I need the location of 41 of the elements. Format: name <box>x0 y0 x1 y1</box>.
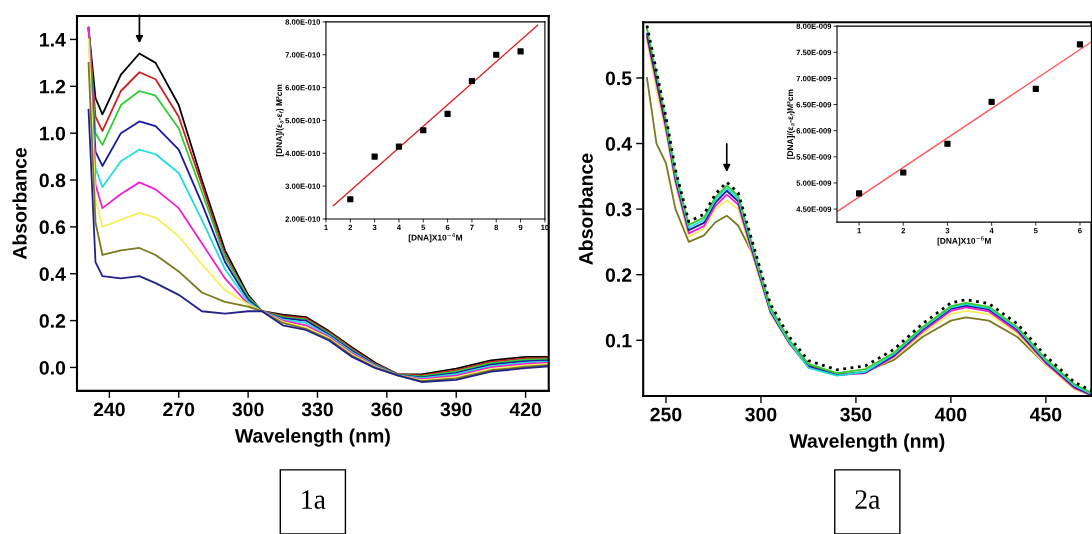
x-tick-label: 270 <box>163 402 195 417</box>
y-tick-label: 0.4 <box>605 137 632 151</box>
y-tick-label: 0.4 <box>39 267 66 281</box>
x-axis-title: Wavelength (nm) <box>234 428 390 447</box>
y-tick-label: 1.0 <box>40 126 66 141</box>
y-axis-title: [DNA]/(ε$_{a}$-ε$_{f}$) M²cm <box>275 84 284 157</box>
point <box>900 169 907 176</box>
x-axis-title: Wavelength (nm) <box>789 433 945 452</box>
y-axis-title: [DNA]/(ε$_{a}$-ε$_{f}$)M²cm <box>786 89 795 159</box>
x-tick-label: 240 <box>93 402 125 417</box>
y-tick-label: 0.1 <box>605 333 632 348</box>
x-tick-label: 360 <box>371 402 403 417</box>
y-axis-title: Absorbance <box>12 147 27 260</box>
y-tick-label: 0.2 <box>39 314 66 328</box>
x-tick-label: 400 <box>934 407 967 422</box>
text: 2a <box>855 490 881 509</box>
y-tick-label: 1.2 <box>40 79 66 94</box>
point <box>944 140 951 147</box>
y-tick-label: 0.8 <box>39 173 66 188</box>
point <box>988 98 995 106</box>
x-tick-label: 420 <box>509 402 542 417</box>
x-axis-title: [DNA]X10$^{−4}$M <box>408 233 462 243</box>
x-tick-label: 390 <box>440 402 472 417</box>
y-tick-label: 0.5 <box>605 71 632 86</box>
point <box>1076 41 1084 48</box>
x-tick-label: 300 <box>745 407 777 422</box>
point <box>1032 85 1039 92</box>
x-tick-label: 300 <box>232 402 264 417</box>
x-tick-label: 250 <box>650 407 682 422</box>
y-tick-label: 0.2 <box>605 268 632 282</box>
x-tick-label: 450 <box>1029 407 1062 422</box>
y-tick-label: 0.3 <box>605 202 632 217</box>
point <box>856 190 863 197</box>
y-axis-title: Absorbance <box>578 153 593 265</box>
y-tick-label: 0.0 <box>39 360 66 375</box>
x-axis-title: [DNA]X10$^{−6}$M <box>937 236 991 246</box>
y-tick-label: 1.4 <box>40 33 66 47</box>
x-tick-label: 330 <box>301 402 333 417</box>
y-tick-label: 0.6 <box>39 220 66 235</box>
x-tick-label: 350 <box>840 407 872 422</box>
text: 1a <box>302 490 326 509</box>
